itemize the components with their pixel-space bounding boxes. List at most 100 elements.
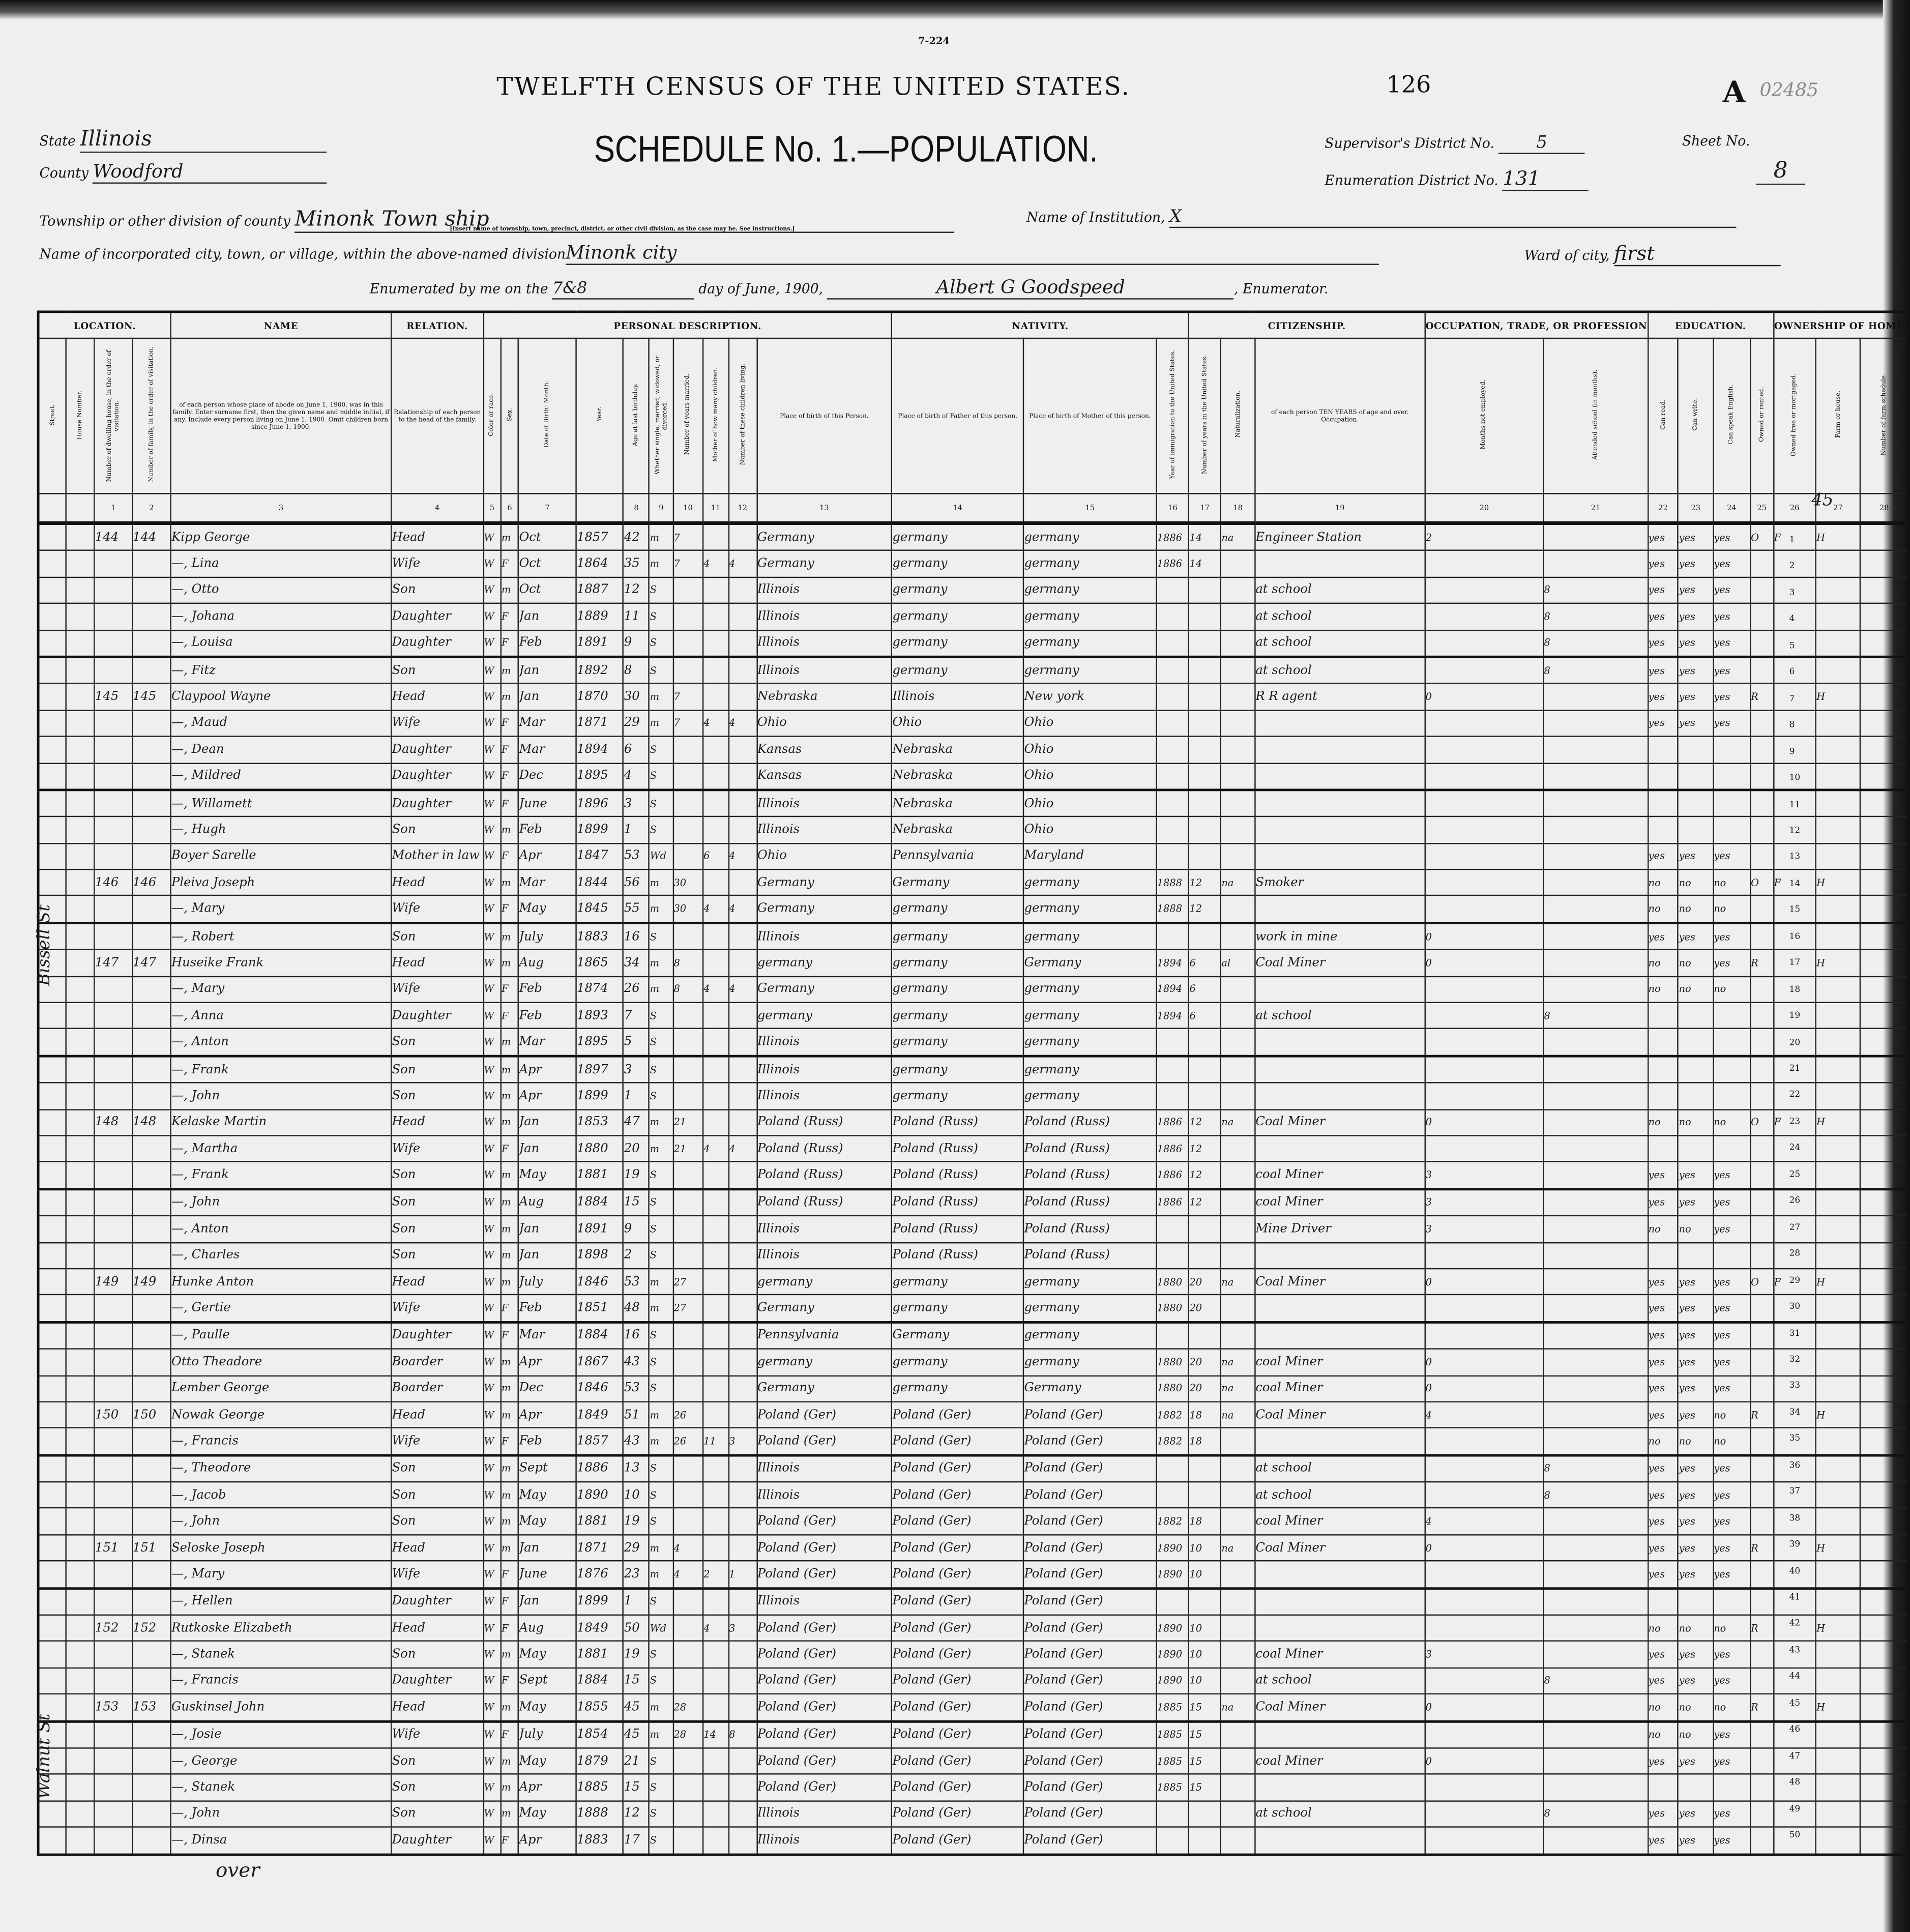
- cell: Poland (Ger): [891, 1587, 1024, 1616]
- cell: yes: [1712, 1641, 1751, 1668]
- cell: [1254, 762, 1426, 791]
- cell: [94, 975, 133, 1004]
- cell: 1894: [1156, 1002, 1190, 1030]
- cell: [94, 629, 133, 658]
- cell: Germany: [756, 1374, 893, 1402]
- cell: [672, 1800, 704, 1828]
- cell: no: [1647, 1427, 1679, 1456]
- cell: [702, 1641, 729, 1668]
- cell: 1892: [575, 656, 624, 685]
- cell: [66, 522, 95, 551]
- cell: 10: [1188, 1667, 1222, 1695]
- cell: 19: [623, 1507, 650, 1536]
- cell: Illinois: [891, 683, 1024, 711]
- cell: 0: [1424, 1693, 1544, 1722]
- cell: yes: [1678, 842, 1714, 870]
- cell: O: [1749, 522, 1774, 551]
- cell: H: [1815, 869, 1861, 897]
- cell: [131, 842, 172, 870]
- cell: [1712, 762, 1751, 791]
- cell: [1712, 1135, 1751, 1163]
- cell: m: [500, 922, 519, 951]
- group-header: RELATION.: [391, 311, 484, 339]
- cell: [1220, 1135, 1256, 1163]
- group-header: OWNERSHIP OF HOME.: [1773, 311, 1909, 339]
- cell: [1749, 1055, 1774, 1084]
- cell: [1424, 1800, 1544, 1828]
- cell: [727, 1401, 757, 1429]
- cell: F: [500, 842, 519, 870]
- cell: 4: [727, 550, 757, 578]
- cell: al: [1220, 949, 1256, 977]
- cell: —, Paulle: [170, 1321, 392, 1350]
- cell: 14: [1188, 522, 1222, 551]
- cell: 1853: [575, 1108, 624, 1136]
- cell: yes: [1712, 709, 1751, 738]
- cell: Coal Miner: [1254, 949, 1426, 977]
- cell: [1773, 603, 1817, 631]
- cell: [1188, 1215, 1222, 1243]
- cell: [1859, 1215, 1909, 1243]
- cell: —, Jacob: [170, 1481, 392, 1509]
- cell: [672, 1507, 704, 1536]
- cell: Son: [391, 1188, 484, 1217]
- row-number: 26: [1789, 1195, 1801, 1206]
- column-header: Place of birth of Mother of this person.: [1029, 412, 1151, 420]
- cell: Claypool Wayne: [170, 683, 392, 711]
- cell: [94, 1294, 133, 1323]
- cell: [66, 1268, 95, 1296]
- column-header: Street.: [49, 404, 56, 426]
- cell: at school: [1254, 576, 1426, 604]
- cell: [1156, 922, 1190, 951]
- cell: germany: [891, 1082, 1024, 1110]
- cell: [66, 1294, 95, 1323]
- cell: [1749, 1560, 1774, 1589]
- cell: 1888: [1156, 895, 1190, 924]
- cell: 8: [1543, 656, 1649, 685]
- cell: [1424, 1773, 1544, 1802]
- cell: —, John: [170, 1082, 392, 1110]
- cell: [37, 1747, 67, 1775]
- cell: yes: [1678, 1454, 1714, 1483]
- cell: [727, 1693, 757, 1722]
- cell: Poland (Ger): [891, 1693, 1024, 1722]
- cell: [1749, 816, 1774, 844]
- cell: Poland (Ger): [1023, 1800, 1157, 1828]
- cell: 27: [672, 1294, 704, 1323]
- cell: —, Gertie: [170, 1294, 392, 1323]
- cell: F: [1773, 1108, 1817, 1136]
- cell: Head: [391, 1534, 484, 1562]
- cell: 14: [1188, 550, 1222, 578]
- cell: at school: [1254, 1800, 1426, 1828]
- cell: [1815, 1747, 1861, 1775]
- cell: [37, 1507, 67, 1536]
- cell: [94, 842, 133, 870]
- cell: Son: [391, 1773, 484, 1802]
- cell: 1884: [575, 1321, 624, 1350]
- cell: m: [649, 683, 674, 711]
- cell: yes: [1712, 949, 1751, 977]
- cell: 16: [623, 1321, 650, 1350]
- cell: Poland (Russ): [891, 1161, 1024, 1190]
- cell: Son: [391, 1800, 484, 1828]
- cell: 10: [1188, 1641, 1222, 1668]
- cell: no: [1678, 1693, 1714, 1722]
- cell: 1890: [1156, 1560, 1190, 1589]
- cell: yes: [1712, 1215, 1751, 1243]
- cell: [1859, 1374, 1909, 1402]
- cell: Illinois: [756, 1082, 893, 1110]
- cell: S: [649, 1667, 674, 1695]
- cell: [131, 1135, 172, 1163]
- cell: Seloske Joseph: [170, 1534, 392, 1562]
- cell: [702, 1401, 729, 1429]
- cell: Germany: [756, 550, 893, 578]
- cell: 148: [94, 1108, 133, 1136]
- cell: [94, 1773, 133, 1802]
- cell: [1543, 975, 1649, 1004]
- column-number: 1: [94, 493, 133, 525]
- cell: Poland (Ger): [756, 1614, 893, 1642]
- cell: Poland (Ger): [756, 1507, 893, 1536]
